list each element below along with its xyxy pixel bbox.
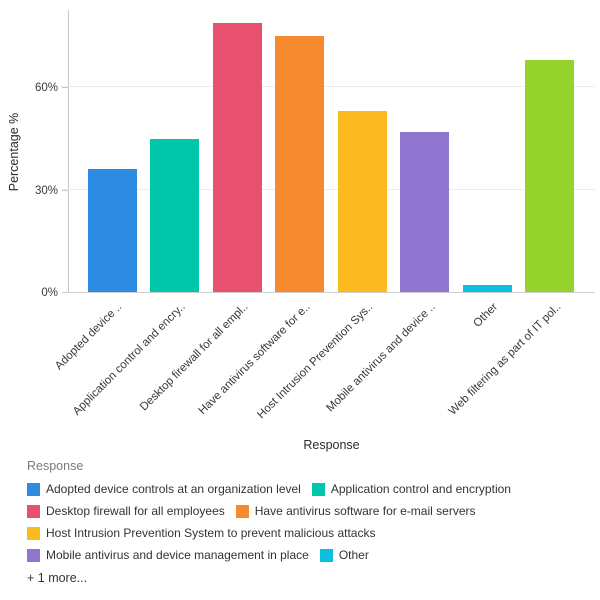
x-axis-title: Response (303, 438, 360, 452)
bar-2[interactable] (212, 22, 262, 292)
x-tick-label-3: Have antivirus software for e.. (196, 301, 313, 418)
gridline-30 (61, 188, 595, 190)
bar-band (81, 10, 144, 292)
legend-item-label: Adopted device controls at an organizati… (46, 482, 301, 496)
x-tick-label-2: Desktop firewall for all empl.. (137, 301, 251, 414)
bar-0[interactable] (87, 169, 137, 292)
bar-band (206, 10, 269, 292)
legend-item-6[interactable]: Other (319, 548, 369, 562)
legend-swatch-icon (27, 526, 40, 540)
legend-item-0[interactable]: Adopted device controls at an organizati… (27, 482, 301, 496)
bar-band (394, 10, 457, 292)
legend: Response Adopted device controls at an o… (27, 459, 597, 585)
legend-item-1[interactable]: Application control and encryption (311, 482, 511, 496)
gridline-60 (61, 86, 595, 88)
bar-band (331, 10, 394, 292)
legend-swatch-icon (27, 482, 40, 496)
y-axis-title: Percentage % (7, 112, 21, 192)
legend-item-2[interactable]: Desktop firewall for all employees (27, 504, 225, 518)
legend-item-label: Application control and encryption (330, 482, 511, 496)
legend-item-4[interactable]: Host Intrusion Prevention System to prev… (27, 526, 375, 540)
legend-items: Adopted device controls at an organizati… (27, 482, 597, 562)
bar-band (456, 10, 519, 292)
bar-band (144, 10, 207, 292)
legend-swatch-icon (27, 504, 40, 518)
legend-item-3[interactable]: Have antivirus software for e-mail serve… (235, 504, 476, 518)
x-tick-label-4: Host Intrusion Prevention Sys.. (255, 301, 376, 422)
legend-swatch-icon (235, 504, 249, 518)
y-tick-mark (62, 292, 68, 293)
bar-band (519, 10, 582, 292)
bar-4[interactable] (337, 111, 387, 292)
legend-item-label: Desktop firewall for all employees (46, 504, 225, 518)
x-tick-label-6: Other (471, 301, 501, 330)
plot-area (61, 10, 595, 293)
x-tick-label-1: Application control and encry.. (70, 301, 188, 418)
bar-1[interactable] (150, 138, 200, 292)
bar-5[interactable] (400, 131, 450, 292)
legend-title: Response (27, 459, 84, 473)
legend-more-link[interactable]: + 1 more... (27, 571, 88, 585)
legend-swatch-icon (319, 548, 333, 562)
legend-item-label: Have antivirus software for e-mail serve… (254, 504, 476, 518)
legend-item-label: Mobile antivirus and device management i… (46, 548, 309, 562)
bar-7[interactable] (525, 60, 575, 292)
bar-band (269, 10, 332, 292)
legend-item-label: Host Intrusion Prevention System to prev… (46, 526, 376, 540)
y-tick-label: 60% (34, 82, 58, 95)
y-tick-mark (62, 87, 68, 89)
legend-swatch-icon (27, 548, 40, 562)
y-tick-mark (62, 189, 68, 191)
x-tick-label-0: Adopted device .. (53, 301, 125, 373)
bar-3[interactable] (275, 36, 325, 292)
y-tick-label: 30% (34, 184, 58, 197)
bars (81, 10, 581, 292)
x-tick-label-7: Web filtering as part of IT pol.. (446, 301, 564, 418)
legend-item-label: Other (338, 548, 369, 562)
y-tick-label: 0% (41, 287, 58, 299)
legend-item-5[interactable]: Mobile antivirus and device management i… (27, 548, 309, 562)
x-tick-label-5: Mobile antivirus and device .. (324, 301, 438, 415)
legend-swatch-icon (311, 482, 325, 496)
bar-6[interactable] (462, 285, 512, 292)
